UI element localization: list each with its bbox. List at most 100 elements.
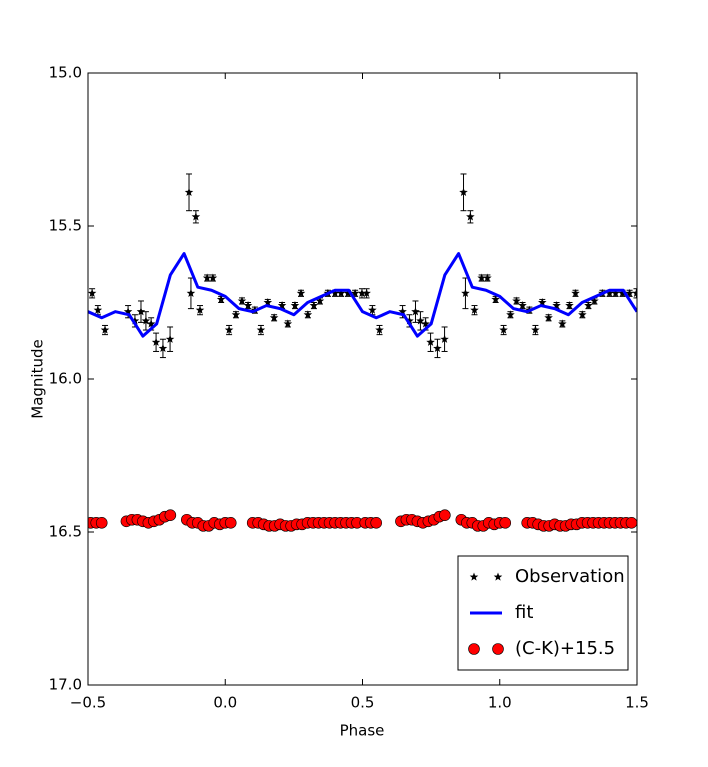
- observation: [466, 210, 475, 224]
- y-axis-label: Magnitude: [29, 339, 47, 418]
- x-axis-label: Phase: [340, 722, 385, 740]
- observation: [303, 310, 313, 319]
- y-tick-label: 15.5: [49, 217, 82, 235]
- star-marker: [146, 319, 156, 328]
- star-marker: [315, 296, 325, 305]
- observation: [470, 305, 479, 316]
- observation: [584, 301, 593, 310]
- star-marker: [309, 301, 319, 310]
- star-marker: [290, 301, 300, 310]
- star-marker: [184, 187, 194, 196]
- star-marker: [269, 313, 279, 322]
- observation: [375, 324, 384, 336]
- y-tick-label: 17.0: [49, 676, 82, 694]
- x-tick-label: 0.5: [351, 694, 375, 712]
- observation: [224, 324, 234, 336]
- star-marker: [243, 301, 253, 310]
- observation: [571, 288, 580, 297]
- observation: [499, 324, 508, 336]
- fit-line: [88, 252, 637, 338]
- observation: [184, 173, 194, 212]
- y-tick-label: 16.5: [49, 523, 82, 541]
- star-marker: [88, 288, 97, 297]
- star-marker: [405, 316, 414, 325]
- star-marker: [100, 325, 110, 334]
- star-marker: [459, 187, 468, 196]
- star-marker: [216, 294, 226, 304]
- plot-layer: [88, 173, 637, 532]
- star-marker: [283, 319, 293, 328]
- observation: [632, 288, 637, 299]
- star-marker: [411, 307, 420, 316]
- observation: [440, 326, 449, 352]
- star-marker: [202, 273, 212, 282]
- star-marker: [611, 288, 620, 297]
- color-dot: [499, 517, 512, 529]
- legend-label: Observation: [515, 566, 625, 587]
- observation: [506, 310, 515, 319]
- color-dot: [95, 517, 108, 529]
- star-marker: [350, 288, 360, 297]
- observation: [202, 273, 212, 282]
- star-marker: [368, 305, 377, 314]
- star-marker: [231, 310, 241, 319]
- observation: [411, 300, 420, 323]
- observation: [483, 273, 492, 282]
- observation: [88, 288, 97, 299]
- observation: [565, 301, 574, 310]
- star-marker: [491, 294, 500, 304]
- star-marker: [136, 307, 146, 316]
- observation: [512, 296, 521, 305]
- star-marker: [531, 325, 540, 334]
- legend-marker: [493, 572, 503, 581]
- observation: [558, 319, 567, 328]
- star-marker: [362, 288, 371, 297]
- star-marker: [191, 212, 201, 221]
- observation: [296, 288, 306, 297]
- star-marker: [512, 296, 521, 305]
- star-marker: [237, 296, 247, 305]
- star-marker: [544, 313, 553, 322]
- y-tick-label: 15.0: [49, 64, 82, 82]
- star-marker: [263, 298, 273, 307]
- observation: [269, 313, 279, 322]
- star-marker: [426, 337, 435, 346]
- star-marker: [158, 343, 168, 353]
- x-tick-label: −0.5: [70, 694, 106, 712]
- star-marker: [343, 288, 353, 297]
- color-dot: [370, 517, 383, 529]
- star-marker: [506, 310, 515, 319]
- star-marker: [433, 343, 442, 353]
- star-marker: [141, 316, 151, 325]
- star-marker: [357, 288, 367, 297]
- star-marker: [375, 325, 384, 334]
- observation: [195, 305, 205, 316]
- star-marker: [461, 288, 470, 297]
- star-marker: [618, 288, 627, 297]
- observation: [231, 310, 241, 319]
- observation: [158, 338, 168, 359]
- star-marker: [165, 334, 175, 343]
- y-tick-label: 16.0: [49, 370, 82, 388]
- observation: [518, 301, 527, 310]
- observation: [426, 332, 435, 352]
- star-marker: [303, 310, 313, 319]
- color-dot: [224, 517, 237, 529]
- star-marker: [208, 273, 218, 282]
- star-marker: [224, 325, 234, 334]
- x-tick-label: 0.0: [213, 694, 237, 712]
- star-marker: [130, 316, 140, 325]
- star-marker: [605, 288, 614, 297]
- star-marker: [93, 305, 103, 314]
- star-marker: [632, 288, 637, 297]
- star-marker: [590, 296, 599, 305]
- observation: [191, 210, 201, 224]
- star-marker: [571, 288, 580, 297]
- observation: [208, 273, 218, 282]
- star-marker: [483, 273, 492, 282]
- color-dot: [439, 509, 451, 521]
- observation: [433, 338, 442, 359]
- observation: [136, 300, 146, 323]
